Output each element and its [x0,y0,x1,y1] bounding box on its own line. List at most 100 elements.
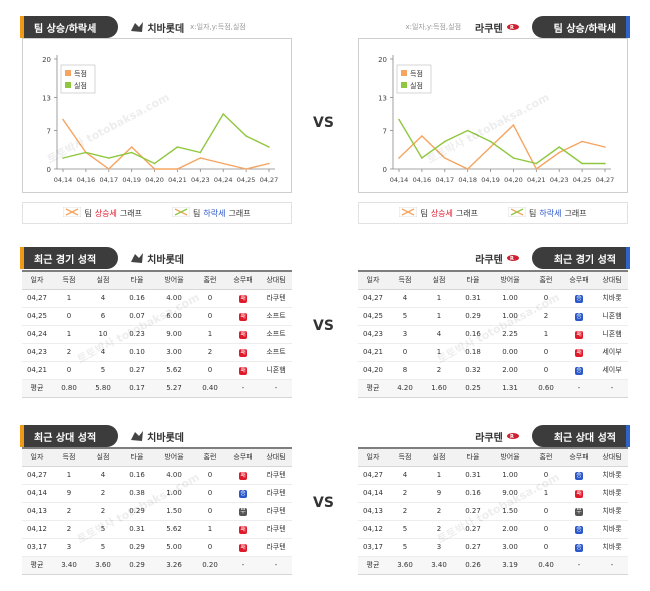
average-row: 평균 0.80 5.80 0.17 5.27 0.40- - [22,379,292,398]
result-cell: 패 [226,343,260,362]
average-cell: 평균 [358,379,388,398]
trend-chart-right: 0 7 13 20 04,14 04,16 04,17 04,18 04,19 04,20 04,2… [358,38,628,193]
x-tick-label: 04,19 [481,176,500,184]
result-cell: 무 [226,502,260,521]
table-cell: 1 [530,484,562,503]
data-point [535,162,538,165]
table-row: 04,21 0 1 0.18 0.00 0 패 세이부 [358,343,628,362]
average-cell: - [596,556,628,575]
h2h-title-right: 최근 상대 성적 [531,425,630,447]
table-cell: 0 [530,520,562,539]
legend-frame [60,64,96,94]
result-cell: 패 [226,289,260,308]
column-header: 일자 [22,270,52,290]
table-row: 04,21 0 5 0.27 5.62 0 패 니혼햄 [22,361,292,380]
trend-cross-icon [507,206,527,219]
average-row: 평균 3.40 3.60 0.29 3.26 0.20- - [22,556,292,575]
table-cell: 0.27 [456,520,490,539]
result-draw-badge: 무 [575,507,583,516]
table-cell: 0.16 [456,325,490,344]
table-cell: 0.23 [120,325,154,344]
table-cell: 1 [52,325,86,344]
table-cell: 04,23 [22,343,52,362]
table-cell: 1 [530,325,562,344]
table-cell: 라쿠텐 [260,502,292,521]
average-row: 평균 3.60 3.40 0.26 3.19 0.40- - [358,556,628,575]
table-cell: 0.31 [456,466,490,485]
column-header: 홈런 [530,447,562,467]
table-cell: 0 [194,361,226,380]
table-cell: 2 [422,520,456,539]
table-cell: 2 [422,361,456,380]
table-cell: 치바롯 [596,538,628,557]
trend-header-left: 팀 상승/하락세 치바롯데 x:일자,y:득점,실점 [20,16,246,38]
chiba-lotte-logo-icon [130,21,144,33]
table-cell: 4 [422,325,456,344]
average-cell: - [226,556,260,575]
data-point [581,162,583,165]
table-cell: 0 [530,289,562,308]
data-point [62,157,64,159]
data-point [85,151,87,154]
up-legend-graph: 그래프 [455,208,478,218]
h2h-table-right: 일자 득점 실점 타율 방어율 홈런 승무패 상대팀 04,27 4 1 0.31 1.00 0 승 치바롯 0… [358,447,628,575]
table-cell: 04,12 [358,520,388,539]
table-cell: 3 [52,538,86,557]
table-cell: 4 [86,466,120,485]
average-cell: 3.40 [52,556,86,575]
rakuten-logo-icon: R [506,252,520,264]
column-header: 득점 [388,270,422,290]
table-cell: 9 [52,484,86,503]
result-cell: 패 [562,325,596,344]
data-point [199,151,202,154]
result-cell: 패 [226,538,260,557]
column-header: 상대팀 [260,270,292,290]
table-cell: 0 [530,343,562,362]
table-row: 04,13 2 2 0.27 1.50 0 무 치바롯 [358,502,628,521]
result-loss-badge: 패 [239,348,247,357]
table-cell: 0.27 [120,361,154,380]
result-loss-badge: 패 [239,525,247,534]
table-row: 04,25 0 6 0.07 6.00 0 패 소프트 [22,307,292,326]
table-row: 04,24 1 10 0.23 9.00 1 패 소프트 [22,325,292,344]
table-cell: 0.16 [456,484,490,503]
table-cell: 1.00 [490,466,530,485]
table-cell: 2 [530,307,562,326]
table-cell: 치바롯 [596,289,628,308]
table-header-row: 일자 득점 실점 타율 방어율 홈런 승무패 상대팀 [358,447,628,467]
table-cell: 1.00 [154,484,194,503]
up-legend-word: 상승세 [94,208,117,218]
average-cell: 평균 [358,556,388,575]
table-cell: 1.00 [490,289,530,308]
table-cell: 1.50 [154,502,194,521]
result-cell: 패 [562,343,596,362]
table-row: 04,20 8 2 0.32 2.00 0 승 세이부 [358,361,628,380]
column-header: 실점 [422,447,456,467]
h2h-title-left: 최근 상대 성적 [20,425,119,447]
x-tick-label: 04,23 [191,176,210,184]
x-tick-label: 04,25 [573,176,592,184]
table-cell: 04,12 [22,520,52,539]
column-header: 승무패 [562,270,596,290]
data-point [489,140,492,143]
table-cell: 라쿠텐 [260,466,292,485]
table-row: 03,17 3 5 0.29 5.00 0 패 라쿠텐 [22,538,292,557]
table-cell: 4.00 [154,289,194,308]
data-point [245,135,247,137]
data-point [62,118,64,121]
table-row: 04,27 1 4 0.16 4.00 0 패 라쿠텐 [22,289,292,308]
chiba-lotte-logo-icon [130,430,144,442]
vs-label: VS [313,318,334,334]
x-tick-label: 04,14 [390,176,409,184]
average-cell: - [260,379,292,398]
column-header: 방어율 [154,447,194,467]
x-tick-label: 04,25 [237,176,256,184]
average-cell: 0.25 [456,379,490,398]
result-loss-badge: 패 [239,366,247,375]
result-cell: 승 [562,466,596,485]
table-cell: 0 [52,361,86,380]
table-cell: 1 [422,343,456,362]
x-tick-label: 04,24 [214,176,233,184]
trend-title-left: 팀 상승/하락세 [20,16,119,38]
table-cell: 0.10 [120,343,154,362]
